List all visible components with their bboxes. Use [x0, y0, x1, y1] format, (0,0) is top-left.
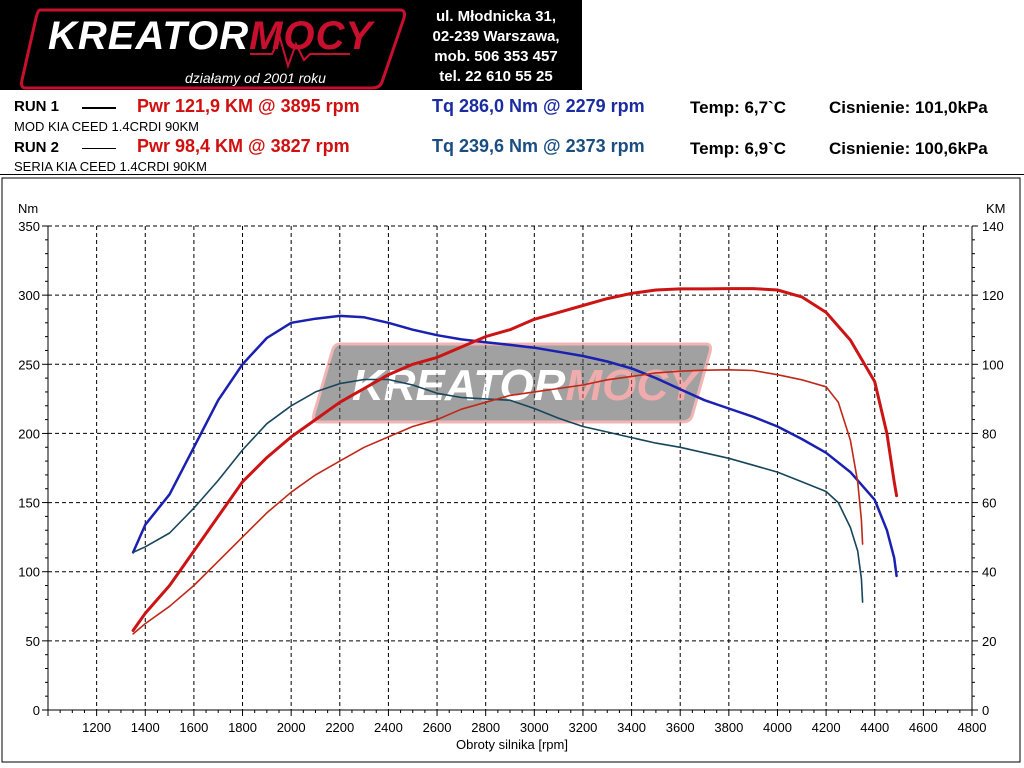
- x-tick-label: 4600: [909, 720, 938, 735]
- run1-pressure: Cisnienie: 101,0kPa: [829, 98, 988, 117]
- x-tick-label: 1400: [131, 720, 160, 735]
- chart-curves: [131, 287, 899, 635]
- y-right-tick-label: 120: [982, 288, 1004, 303]
- run1-label: RUN 1: [14, 98, 60, 115]
- x-tick-label: 2200: [325, 720, 354, 735]
- address-line-3: mob. 506 353 457: [434, 48, 558, 65]
- chart-frame: [1, 177, 1021, 763]
- x-axis-label: Obroty silnika [rpm]: [456, 737, 568, 752]
- x-tick-label: 2400: [374, 720, 403, 735]
- run1-legend-line: [82, 107, 116, 109]
- x-tick-label: 2800: [471, 720, 500, 735]
- x-tick-label: 1800: [228, 720, 257, 735]
- logo-wordmark: KREATORMOCY: [48, 14, 374, 58]
- dyno-chart: KREATORMOCY 1200 1400 1600 1800 2000 2200 2400…: [0, 176, 1024, 768]
- run1-power-peak: Pwr 121,9 KM @ 3895 rpm: [137, 96, 360, 116]
- contact-address-block: ul. Młodnicka 31, 02-239 Warszawa, mob. …: [410, 0, 582, 90]
- y-left-tick-label: 50: [26, 634, 40, 649]
- y-left-tick-label: 250: [18, 357, 40, 372]
- y-right-tick-label: 0: [982, 703, 989, 718]
- curve-run1-power: [131, 287, 899, 632]
- curve-run2-power: [132, 369, 864, 635]
- x-tick-label: 1200: [82, 720, 111, 735]
- y-axis-left-label: Nm: [18, 201, 38, 216]
- run2-temperature: Temp: 6,9`C: [690, 139, 787, 158]
- y-left-tick-label: 0: [33, 703, 40, 718]
- x-tick-label: 2600: [423, 720, 452, 735]
- x-tick-label: 4800: [958, 720, 987, 735]
- brand-logo: KREATORMOCY działamy od 2001 roku: [0, 0, 410, 90]
- run2-legend-line: [82, 148, 116, 149]
- x-tick-label: 3800: [714, 720, 743, 735]
- address-line-2: 02-239 Warszawa,: [432, 28, 560, 45]
- curve-run2-torque: [132, 378, 864, 603]
- run2-pressure: Cisnienie: 100,6kPa: [829, 139, 988, 158]
- x-tick-label: 3400: [617, 720, 646, 735]
- run2-label: RUN 2: [14, 139, 60, 156]
- y-right-tick-label: 40: [982, 565, 996, 580]
- x-tick-label: 3600: [666, 720, 695, 735]
- chart-axes: 1200 1400 1600 1800 2000 2200 2400 2600 2800 3000…: [18, 219, 1003, 735]
- curve-run1-torque: [131, 314, 898, 578]
- y-axis-right-label: KM: [986, 201, 1006, 216]
- y-left-tick-label: 300: [18, 288, 40, 303]
- run1-temperature: Temp: 6,7`C: [690, 98, 787, 117]
- x-tick-label: 1600: [179, 720, 208, 735]
- x-tick-label: 2000: [277, 720, 306, 735]
- y-left-tick-label: 100: [18, 565, 40, 580]
- y-left-tick-label: 350: [18, 219, 40, 234]
- x-tick-label: 4400: [860, 720, 889, 735]
- run2-torque-peak: Tq 239,6 Nm @ 2373 rpm: [432, 136, 645, 156]
- y-left-tick-label: 200: [18, 426, 40, 441]
- address-line-1: ul. Młodnicka 31,: [435, 8, 557, 25]
- x-tick-label: 4000: [763, 720, 792, 735]
- address-line-4: tel. 22 610 55 25: [439, 68, 553, 85]
- logo-tagline: działamy od 2001 roku: [185, 70, 326, 86]
- watermark-text: KREATORMOCY: [352, 361, 701, 410]
- y-right-tick-label: 80: [982, 426, 996, 441]
- run2-description: SERIA KIA CEED 1.4CRDI 90KM: [14, 159, 207, 174]
- x-tick-label: 3200: [568, 720, 597, 735]
- y-right-tick-label: 60: [982, 496, 996, 511]
- run2-power-peak: Pwr 98,4 KM @ 3827 rpm: [137, 136, 350, 156]
- y-right-tick-label: 20: [982, 634, 996, 649]
- header-divider: [0, 174, 1024, 175]
- y-right-tick-label: 100: [982, 357, 1004, 372]
- run1-torque-peak: Tq 286,0 Nm @ 2279 rpm: [432, 96, 645, 116]
- run1-description: MOD KIA CEED 1.4CRDI 90KM: [14, 119, 199, 134]
- y-right-tick-label: 140: [982, 219, 1004, 234]
- x-tick-label: 4200: [812, 720, 841, 735]
- y-left-tick-label: 150: [18, 496, 40, 511]
- chart-background: [0, 176, 1024, 768]
- x-tick-label: 3000: [520, 720, 549, 735]
- logo-swoosh-graphic: [20, 8, 406, 90]
